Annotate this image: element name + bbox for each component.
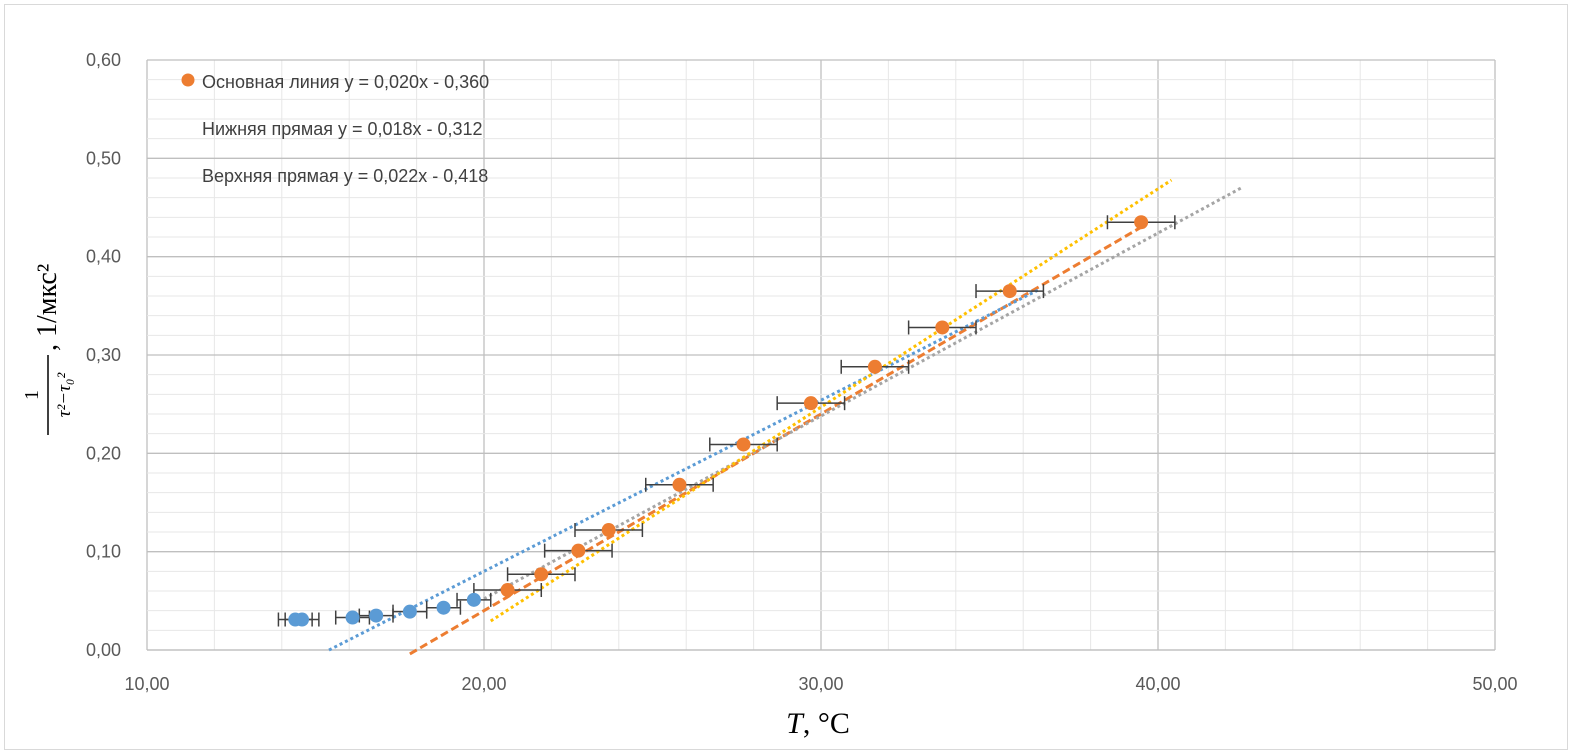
x-tick-label: 50,00 (1472, 674, 1517, 694)
data-point (867, 359, 882, 374)
x-axis-title-var: T (786, 707, 805, 740)
y-tick-label: 0,10 (86, 542, 121, 562)
data-point (500, 583, 515, 598)
x-tick-label: 30,00 (798, 674, 843, 694)
legend: Основная линия y = 0,020x - 0,360 Нижняя… (181, 72, 489, 186)
legend-entry-upper: Верхняя прямая y = 0,022x - 0,418 (202, 166, 488, 186)
data-point (672, 477, 687, 492)
grid (146, 59, 1496, 651)
data-point (736, 437, 751, 452)
data-point (402, 604, 417, 619)
x-tick-label: 10,00 (124, 674, 169, 694)
y-tick-label: 0,40 (86, 247, 121, 267)
data-point (466, 592, 481, 607)
data-point (436, 600, 451, 615)
data-point (601, 523, 616, 538)
legend-entry-lower: Нижняя прямая y = 0,018x - 0,312 (202, 119, 483, 139)
data-point (345, 610, 360, 625)
error-bars (277, 215, 1176, 627)
data-point (295, 612, 310, 627)
trendlines (328, 178, 1243, 656)
trendline (483, 186, 1243, 601)
y-axis-title-numerator: 1 (21, 390, 43, 400)
x-tick-label: 40,00 (1135, 674, 1180, 694)
y-tick-label: 0,60 (86, 50, 121, 70)
y-tick-label: 0,20 (86, 443, 121, 463)
y-tick-label: 0,00 (86, 640, 121, 660)
y-axis-title: 1 τ²−τ₀² , 1/мкс² (21, 264, 75, 435)
data-points (288, 215, 1149, 627)
legend-marker-main (181, 73, 195, 87)
x-axis-title: T, °C (786, 707, 850, 740)
data-point (1002, 284, 1017, 299)
data-point (534, 567, 549, 582)
x-axis-title-unit: , °C (803, 707, 850, 740)
data-point (1134, 215, 1149, 230)
svg-text:T, °C: T, °C (786, 707, 850, 740)
data-point (803, 396, 818, 411)
data-point (369, 608, 384, 623)
data-point (571, 543, 586, 558)
data-point (935, 320, 950, 335)
trendline (328, 287, 1041, 652)
chart-frame (4, 4, 1568, 750)
y-tick-label: 0,30 (86, 345, 121, 365)
tick-labels: 10,00 20,00 30,00 40,00 50,00 0,00 0,10 0,20 0,3… (86, 50, 1518, 694)
y-tick-label: 0,50 (86, 148, 121, 168)
y-axis-title-unit: , 1/мкс² (32, 264, 63, 351)
x-tick-label: 20,00 (461, 674, 506, 694)
legend-entry-main: Основная линия y = 0,020x - 0,360 (202, 72, 489, 92)
y-axis-title-denominator: τ²−τ₀² (54, 372, 75, 417)
trendline (489, 178, 1173, 623)
